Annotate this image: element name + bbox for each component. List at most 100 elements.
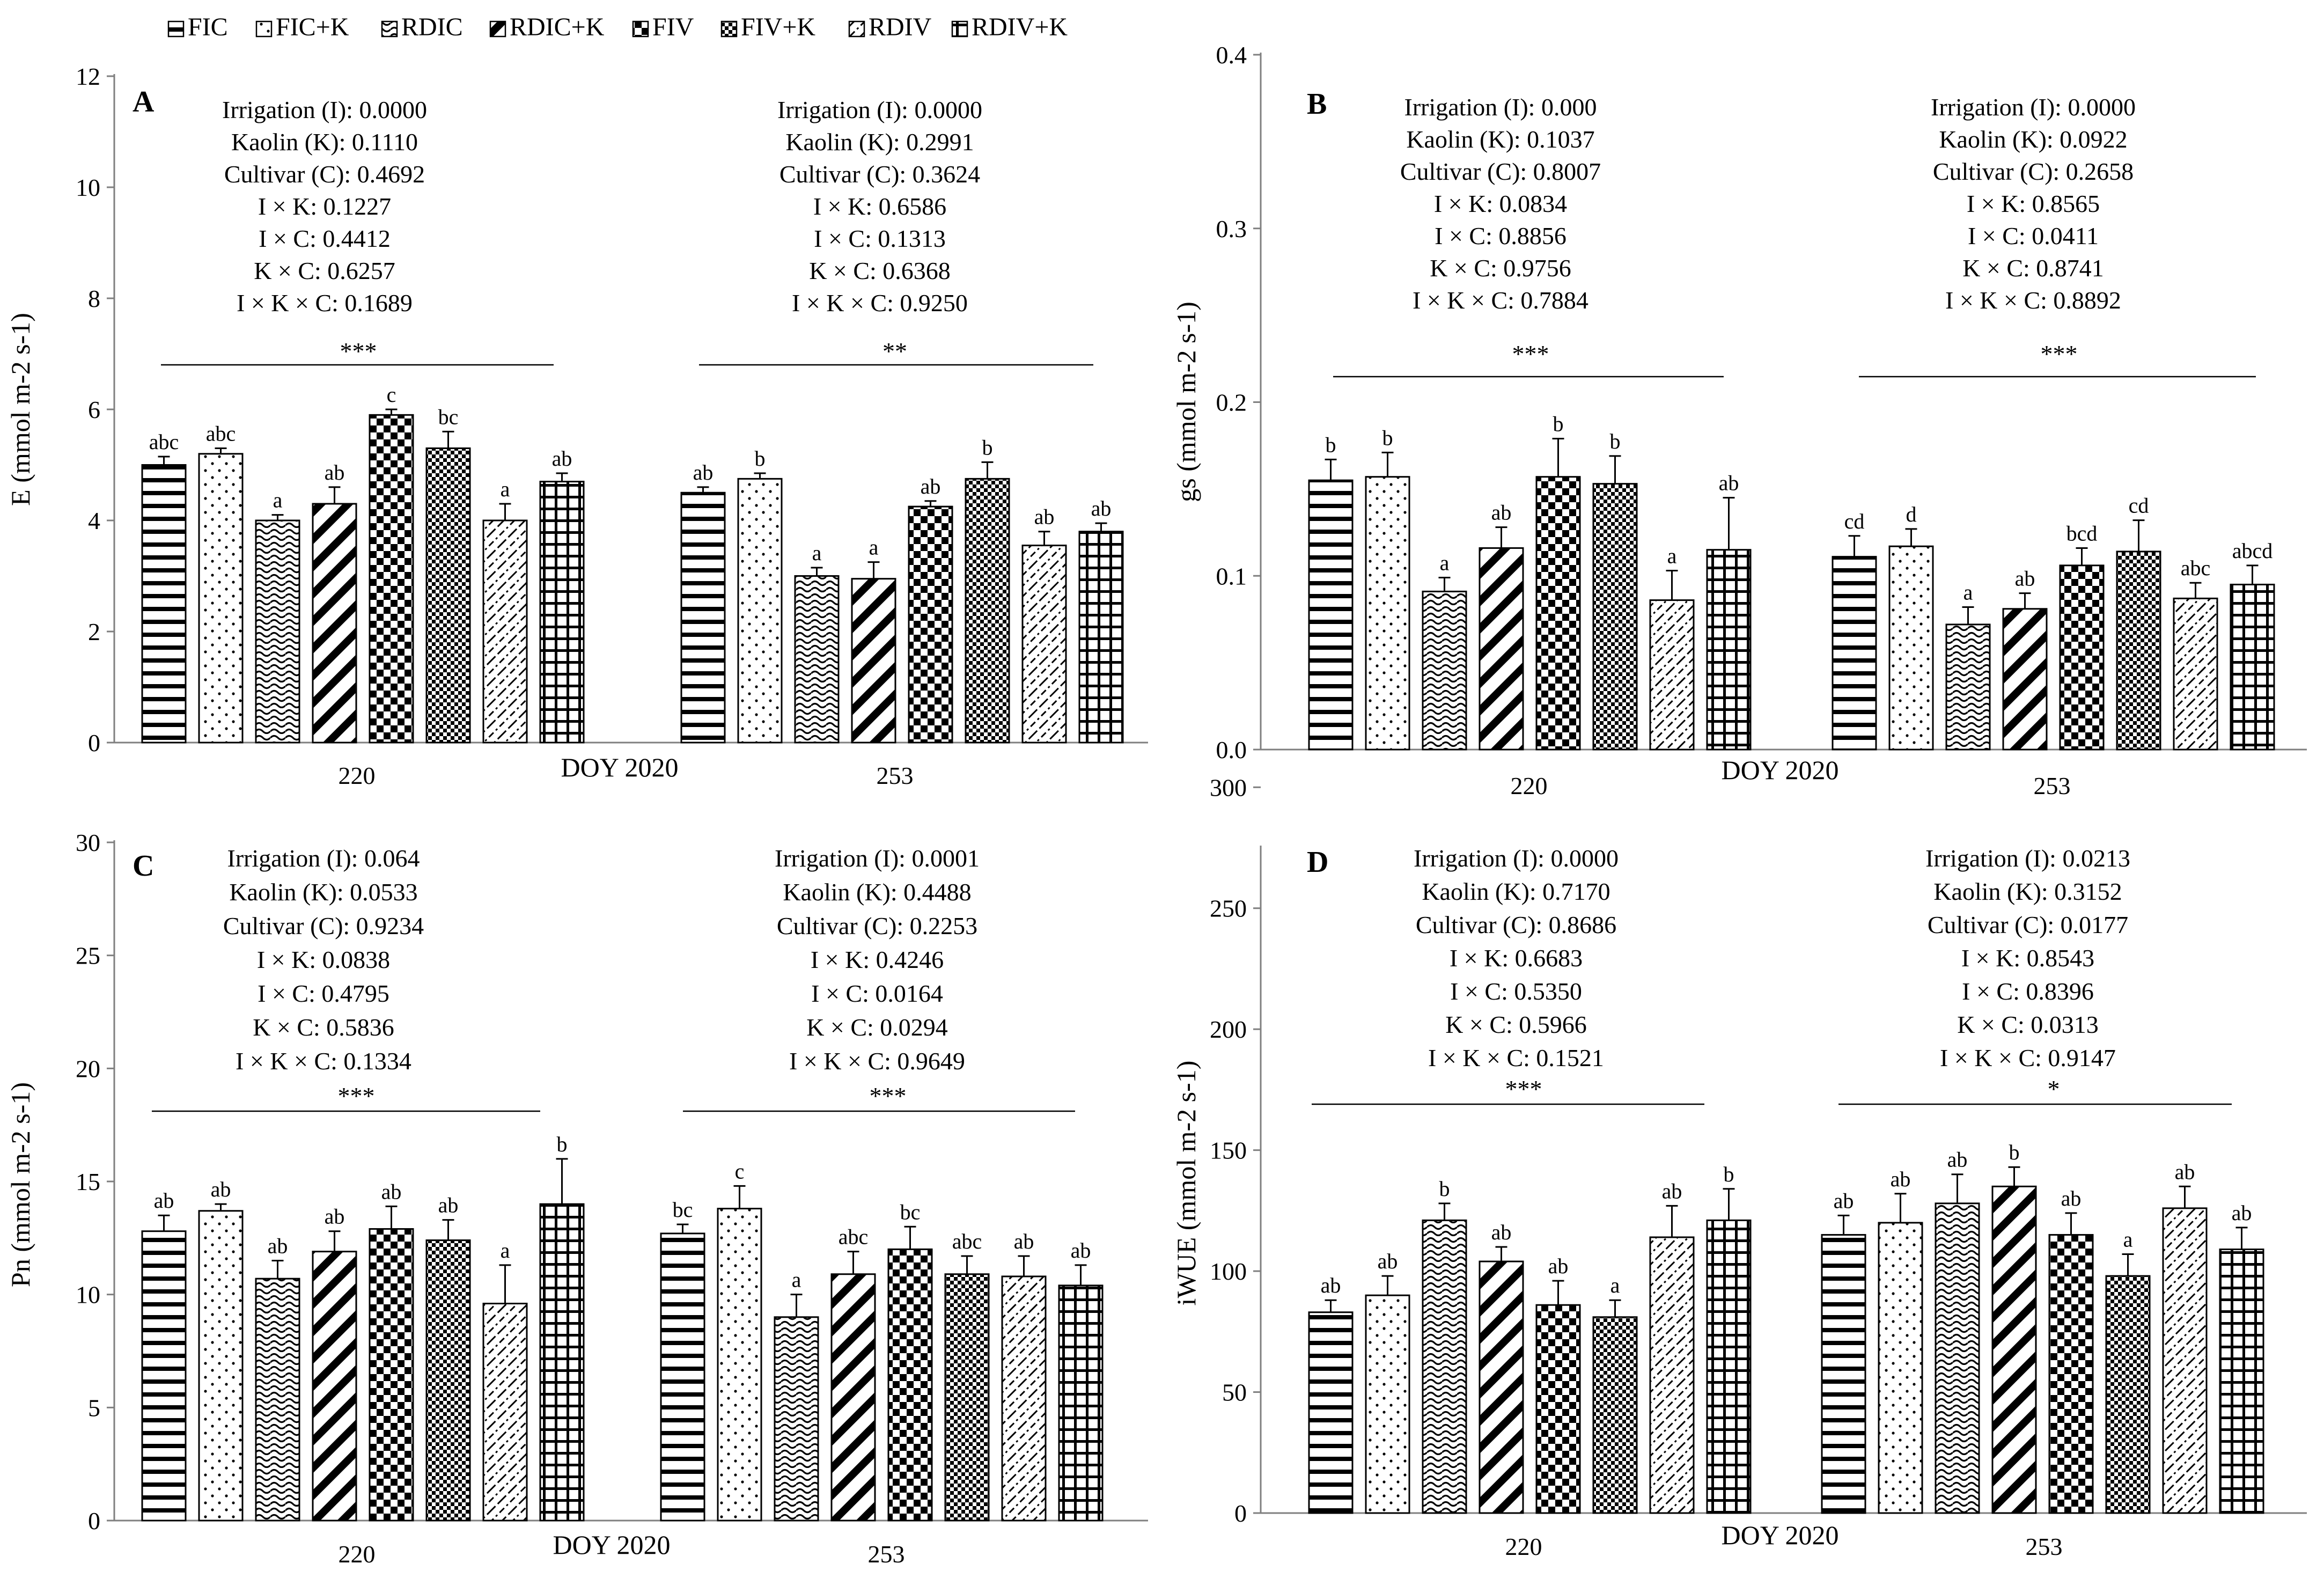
bar-rdiv-plus-k [1706, 549, 1752, 751]
legend-swatch-rdiv-plus-k [951, 20, 968, 38]
bar-rdic [1422, 1219, 1467, 1514]
bar-rdic [1935, 1202, 1980, 1514]
bar-fiv-plus-k [2105, 1275, 2151, 1514]
legend-swatch-rdiv [848, 20, 865, 38]
bar-letter: b [755, 446, 766, 471]
y-tick-label: 6 [88, 396, 100, 423]
bar-rdic [794, 575, 840, 744]
stats-line: I × C: 0.0164 [811, 980, 943, 1007]
bar-letter: abc [206, 421, 236, 445]
stats-line: Kaolin (K): 0.1037 [1406, 126, 1594, 153]
bar-letter: a [501, 1238, 510, 1262]
significance-mark: *** [338, 1082, 375, 1110]
stats-line: K × C: 0.8741 [1962, 254, 2104, 282]
bar-letter: bc [673, 1198, 693, 1222]
bar-letter: d [1906, 502, 1917, 526]
y-axis-label: Pn (mmol m-2 s-1) [5, 1082, 35, 1287]
y-tick-label: 50 [1222, 1379, 1247, 1406]
stats-line: I × C: 0.8856 [1435, 222, 1567, 249]
bar-fiv-plus-k [965, 478, 1010, 744]
bar-letter: ab [1891, 1167, 1911, 1191]
y-tick-label: 250 [1210, 895, 1247, 922]
bar-rdiv-plus-k [539, 481, 585, 744]
stats-line: Cultivar (C): 0.3624 [779, 160, 980, 188]
group-label: 220 [339, 1540, 376, 1568]
bar-letter: ab [1947, 1148, 1968, 1172]
stats-line: I × K: 0.4246 [811, 946, 944, 973]
bar-letter: a [273, 488, 283, 512]
bar-letter: b [1382, 425, 1393, 450]
bar-fiv [369, 1228, 414, 1522]
stats-line: K × C: 0.0294 [806, 1014, 948, 1041]
bar-rdiv [1649, 599, 1695, 751]
panel-b: 0.0 0.1 0.2 0.3 0.4 gs (mmol m-2 s-1) DOY 2020… [1171, 41, 2307, 799]
bar-letter: ab [2175, 1159, 2195, 1184]
significance-mark: *** [2041, 340, 2078, 368]
stats-line: Kaolin (K): 0.1110 [231, 128, 418, 156]
legend-swatch-rdic [381, 20, 398, 38]
y-tick-label: 10 [76, 1281, 100, 1309]
x-axis-label: DOY 2020 [1722, 1520, 1839, 1550]
bar-fiv-plus-k [1592, 483, 1638, 751]
bar-fic-plus-k [198, 1210, 244, 1522]
bar-rdiv [2162, 1207, 2208, 1514]
bar-fiv [2048, 1234, 2094, 1514]
y-tick-label: 12 [76, 63, 100, 90]
bar-letter: abc [2181, 556, 2211, 580]
bar-letter: ab [552, 446, 572, 471]
x-axis-label: DOY 2020 [553, 1530, 671, 1560]
stats-line: Kaolin (K): 0.0533 [229, 878, 417, 906]
bar-fiv-plus-k [2116, 550, 2161, 751]
stats-line: Kaolin (K): 0.7170 [1422, 878, 1610, 905]
stats-line: I × C: 0.8396 [1962, 978, 2094, 1005]
bar-letter: cd [2129, 494, 2149, 518]
stats-line: K × C: 0.9756 [1430, 254, 1571, 282]
y-tick-label: 5 [88, 1394, 100, 1421]
bar-rdic [255, 519, 300, 744]
group-label: 220 [339, 762, 376, 789]
bar-rdiv-plus-k [1706, 1219, 1752, 1514]
y-tick-label: 25 [76, 942, 100, 970]
stats-line: I × K × C: 0.9147 [1940, 1044, 2116, 1071]
bar-letter: c [387, 383, 396, 407]
significance-mark: * [2048, 1075, 2060, 1103]
panel-label: C [133, 849, 154, 883]
bar-rdiv-plus-k [2219, 1249, 2264, 1514]
group-label: 220 [1505, 1533, 1542, 1560]
bar-letter: ab [1719, 471, 1739, 495]
bar-fiv [369, 414, 414, 744]
bar-fiv [1535, 1304, 1581, 1514]
stats-line: Cultivar (C): 0.0177 [1928, 911, 2128, 938]
bar-rdic-plus-k [312, 503, 357, 744]
y-tick-label: 4 [88, 507, 100, 534]
bar-rdiv-plus-k [1058, 1284, 1104, 1522]
y-tick-label: 300 [1210, 774, 1247, 801]
bar-fic [141, 1230, 187, 1522]
bar-letter: ab [1014, 1229, 1034, 1253]
group-label: 253 [868, 1540, 905, 1568]
stats-line: I × K: 0.8543 [1961, 944, 2094, 972]
bar-letter: ab [1034, 505, 1055, 529]
bar-fic-plus-k [737, 478, 783, 744]
stats-line: I × K: 0.0838 [257, 946, 390, 973]
stats-line: I × K × C: 0.1334 [236, 1047, 411, 1075]
group-label: 220 [1511, 772, 1548, 799]
stats-line: I × C: 0.4412 [259, 225, 391, 252]
bar-letter: ab [1548, 1254, 1569, 1278]
bar-letter: ab [1091, 496, 1112, 520]
bar-letter: ab [1834, 1188, 1854, 1213]
bar-letter: ab [268, 1234, 288, 1258]
bar-rdiv [1001, 1275, 1047, 1522]
stats-line: I × K × C: 0.8892 [1945, 287, 2121, 314]
bar-letter: ab [325, 460, 345, 484]
panel-d: 0 50 100 150 200 250 300 iWUE (mmol m-2 s-1) DOY… [1171, 774, 2307, 1560]
bar-rdic-plus-k [312, 1251, 357, 1522]
stats-line: Irrigation (I): 0.000 [1404, 93, 1597, 121]
bar-letter: ab [1662, 1179, 1682, 1203]
stats-line: I × C: 0.1313 [814, 225, 946, 252]
bar-rdic-plus-k [830, 1273, 876, 1522]
bar-rdiv-plus-k [539, 1203, 585, 1522]
bar-letter: ab [1321, 1273, 1341, 1297]
y-axis-label: iWUE (mmol m-2 s-1) [1171, 1061, 1201, 1306]
